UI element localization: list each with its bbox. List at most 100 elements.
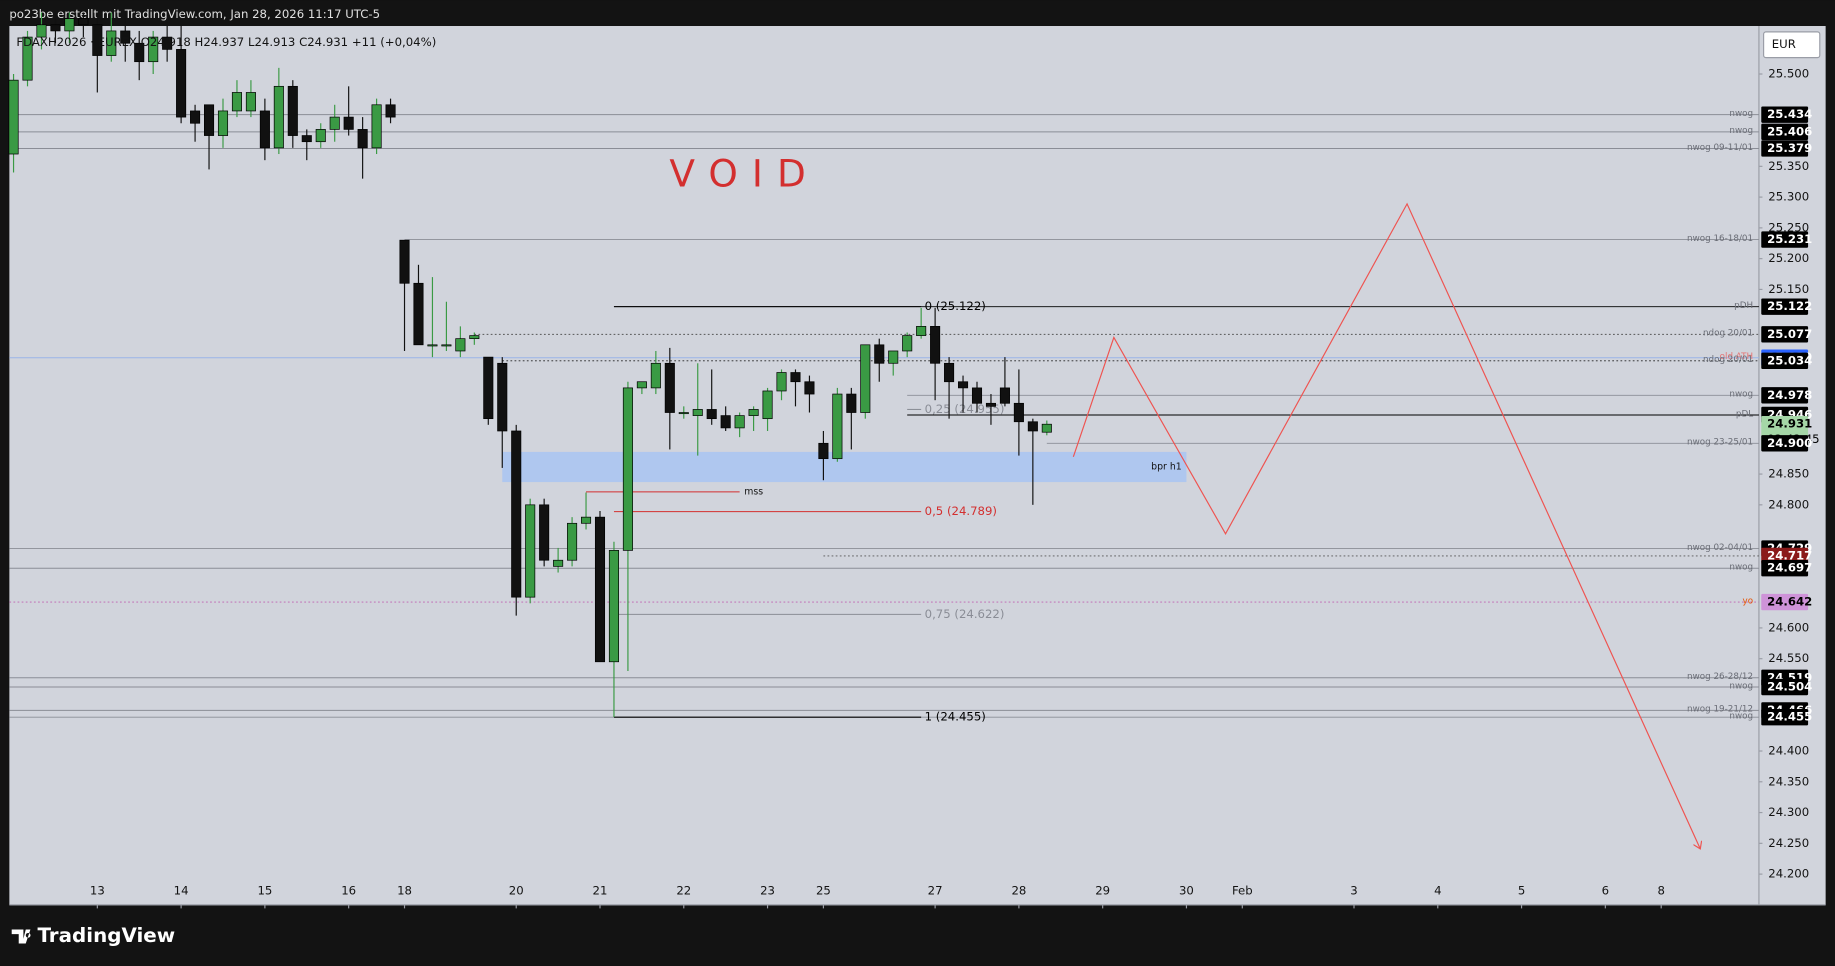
fib-label: 0,25 (24.955): [925, 402, 1005, 416]
price-tag: [1761, 678, 1809, 696]
price-tag-label: 25.231: [1767, 232, 1812, 246]
brand: TradingView: [37, 924, 175, 947]
candle-body: [441, 344, 452, 347]
candle-body: [259, 110, 270, 149]
candle-body: [553, 559, 564, 567]
candle-body: [999, 387, 1010, 404]
header: po23be erstellt mit TradingView.com, Jan…: [9, 7, 380, 21]
price-tag-label: 24.900: [1767, 436, 1812, 450]
logo: [11, 929, 31, 944]
fib-label: 1 (24.455): [925, 710, 986, 724]
y-tick-label: 24.300: [1768, 805, 1809, 819]
x-tick-label: 27: [928, 883, 943, 897]
price-tag-label: 25.434: [1767, 107, 1812, 121]
candle-body: [762, 390, 773, 420]
price-tag-label: 24.978: [1767, 388, 1812, 402]
y-tick-label: 25.250: [1768, 220, 1809, 234]
candle-body: [1041, 423, 1052, 433]
level-label: nwog 16-18/01: [1687, 234, 1753, 244]
price-tag: [1761, 387, 1809, 404]
candle-body: [120, 30, 131, 44]
price-tag: [1761, 106, 1809, 123]
candle-body: [469, 335, 480, 340]
candle-body: [985, 402, 996, 407]
candle-body: [231, 92, 242, 112]
plot: 25.500 25.350 25.300 25.250 25.200 25.150 24.8…: [8, 12, 1820, 909]
candle-body: [204, 104, 215, 136]
price-tag-label: 24.697: [1767, 561, 1812, 575]
x-tick-label: 14: [174, 883, 189, 897]
candle-body: [315, 129, 326, 143]
y-tick-label: 24.200: [1768, 867, 1809, 881]
candle-body: [594, 516, 606, 663]
price-tag: [1761, 593, 1809, 611]
fib-label: 0,75 (24.622): [925, 607, 1005, 621]
x-tick-label: 25: [816, 883, 831, 897]
candle-body: [650, 362, 661, 389]
candle-body: [483, 356, 494, 420]
level-label: nwog: [1729, 711, 1753, 721]
x-tick-label: Feb: [1232, 883, 1253, 897]
price-tag: [1761, 298, 1809, 315]
candle-body: [455, 338, 466, 352]
level-label: pDL: [1736, 409, 1753, 419]
level-label: nwog 26-28/12: [1687, 672, 1753, 682]
candle-body: [581, 516, 592, 524]
candle-body: [8, 79, 19, 155]
x-tick-label: 8: [1657, 883, 1664, 897]
level-label: nwog: [1729, 126, 1753, 136]
x-tick-label: 23: [760, 883, 775, 897]
candle-body: [217, 110, 229, 136]
level-label: ndog 20/01: [1703, 355, 1753, 365]
candle-body: [539, 504, 550, 561]
price-tag: [1761, 352, 1809, 370]
y-tick-label: 24.250: [1768, 836, 1809, 850]
candle-body: [888, 350, 899, 364]
price-tag: [1761, 231, 1809, 248]
price-tag: [1761, 708, 1809, 726]
candle-body: [413, 282, 424, 346]
zone: [502, 451, 1187, 483]
mss-label: mss: [744, 486, 763, 497]
candle-body: [245, 92, 256, 112]
x-tick-label: 20: [509, 883, 524, 897]
candle-body: [692, 409, 703, 416]
candle-body: [329, 116, 340, 130]
y-tick-label: 25.500: [1768, 67, 1809, 81]
x-tick-label: 4: [1434, 883, 1441, 897]
candle-body: [804, 381, 815, 395]
candle-body: [301, 135, 312, 143]
annotation: VOID: [669, 151, 819, 195]
level-label: nwog: [1729, 109, 1753, 119]
price-tag-label: 25.406: [1767, 124, 1812, 138]
y-tick-label: 24.800: [1768, 497, 1809, 511]
candle-body: [497, 362, 508, 432]
y-tick-label: 25.200: [1768, 251, 1809, 265]
candle-body: [734, 415, 745, 429]
fib-label: 0,5 (24.789): [925, 504, 997, 518]
level-label: old ATH: [1720, 352, 1753, 362]
x-tick-label: 22: [676, 883, 691, 897]
currency-box[interactable]: [1763, 31, 1821, 59]
zone-label: bpr h1: [1151, 461, 1182, 472]
candle-body: [874, 344, 885, 364]
level-label: nwog 23-25/01: [1687, 438, 1753, 448]
candle-body: [148, 36, 159, 63]
price-tag-label: 24.455: [1767, 710, 1812, 724]
candle-body: [1027, 421, 1038, 432]
price-tag: [1761, 140, 1809, 157]
candle-body: [190, 110, 201, 124]
level-label: yo: [1743, 596, 1754, 606]
x-tick-label: 15: [257, 883, 272, 897]
candle-body: [622, 387, 633, 551]
candle-body: [567, 522, 578, 561]
price-tag-label: 25.122: [1767, 299, 1812, 313]
price-tag: [1761, 123, 1809, 141]
candle-body: [273, 85, 284, 149]
candle-body: [846, 393, 857, 413]
candle-body: [902, 335, 913, 352]
candle-body: [78, 18, 89, 26]
candle-body: [720, 415, 731, 429]
currency[interactable]: EUR: [1772, 37, 1796, 51]
